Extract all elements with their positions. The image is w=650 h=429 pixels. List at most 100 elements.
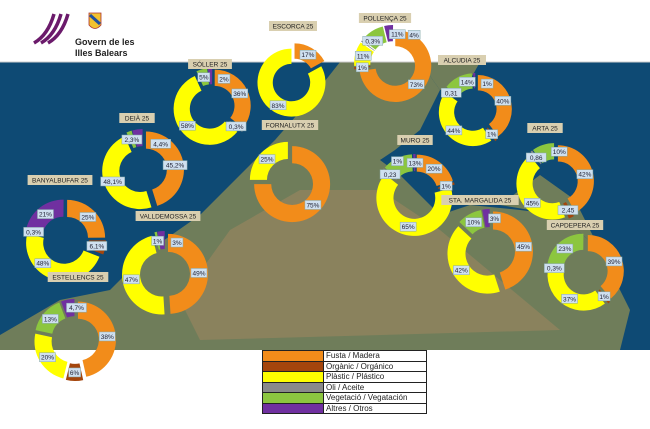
slice-label-box: [439, 181, 453, 191]
slice-label: 17%: [301, 52, 314, 59]
legend-label: Fusta / Madera: [326, 351, 380, 360]
slice-label-box: [561, 294, 578, 304]
donut-slice-fusta: [492, 211, 533, 290]
slice-label-box: [37, 209, 54, 219]
slice-label-box: [407, 30, 421, 40]
coat-of-arms-icon: [88, 12, 102, 29]
slice-label-box: [525, 152, 547, 163]
chart-title: ESCORCA 25: [273, 24, 314, 31]
chart-title: MURO 25: [401, 138, 430, 145]
legend-swatch: [263, 351, 324, 361]
slice-label: 1%: [599, 294, 609, 301]
slice-label-box: [605, 256, 623, 267]
slice-label-box: [269, 100, 287, 111]
slice-label-box: [354, 51, 372, 61]
chart-title: DEIÀ 25: [125, 114, 150, 123]
slice-label: 37%: [563, 296, 576, 303]
slice-label-box: [42, 314, 59, 324]
slice-label: 0,3%: [229, 124, 244, 131]
chart-title: POLLENÇA 25: [363, 16, 407, 23]
slice-label: 49%: [192, 270, 205, 277]
slice-label-box: [121, 134, 143, 145]
slice-label: 6,1%: [89, 243, 104, 250]
slice-label-box: [170, 237, 184, 248]
slice-label-box: [485, 129, 498, 139]
donut-slice-fusta: [587, 234, 624, 299]
slice-label-box: [480, 78, 494, 89]
chart-title-box: [135, 211, 201, 221]
slice-label-box: [459, 77, 476, 87]
org-name-line2: Illes Balears: [75, 48, 128, 58]
slice-label-box: [68, 367, 81, 378]
donut-slice-plastic: [447, 226, 500, 294]
legend-item-altres: Altres / Otros: [263, 403, 426, 413]
chart-title-box: [397, 135, 433, 145]
slice-label-box: [99, 331, 116, 342]
chart-title-box: [269, 21, 317, 31]
slice-label-box: [151, 236, 164, 246]
land-alcudia-peninsula: [420, 62, 480, 90]
slice-label: 36%: [233, 91, 246, 98]
slice-label-box: [66, 302, 87, 313]
slice-label: 10%: [553, 149, 566, 156]
legend-swatch: [263, 361, 324, 371]
slice-label-box: [299, 49, 317, 60]
donut-slice-fusta: [214, 69, 251, 128]
slice-label-box: [123, 274, 140, 285]
donut-slice-fusta: [477, 75, 512, 137]
slice-label: 13%: [44, 316, 57, 323]
slice-label-box: [389, 29, 406, 39]
slice-label-box: [445, 125, 463, 136]
slice-label-box: [515, 241, 532, 252]
slice-label-box: [362, 36, 383, 46]
slice-label-box: [597, 291, 611, 302]
slice-label: 0,86: [530, 155, 543, 162]
chart-title-box: [358, 13, 412, 23]
slice-label-box: [425, 163, 443, 174]
slice-label: 75%: [306, 202, 319, 209]
legend-swatch: [263, 382, 324, 392]
slice-label: 23%: [558, 246, 571, 253]
slice-label: 25%: [81, 214, 94, 221]
slice-label: 42%: [578, 172, 591, 179]
slice-label: 0,31: [445, 90, 458, 97]
legend-swatch: [263, 393, 324, 403]
slice-label-box: [197, 72, 211, 82]
slice-label: 3%: [172, 240, 182, 247]
slice-label: 45%: [517, 244, 530, 251]
slice-label: 20%: [428, 166, 441, 173]
slice-label-box: [544, 263, 565, 273]
slice-label: 1%: [487, 132, 497, 139]
slice-label: 1%: [393, 159, 403, 166]
donut-slice-fusta: [77, 301, 116, 377]
slice-label-box: [162, 160, 188, 170]
chart-title-box: [27, 175, 93, 185]
slice-label-box: [258, 154, 276, 164]
slice-label: 42%: [455, 268, 468, 275]
slice-label: 65%: [402, 224, 415, 231]
slice-label: 45,2%: [166, 163, 185, 170]
chart-title-box: [47, 272, 109, 282]
chart-title-box: [188, 59, 232, 69]
legend-label: Orgànic / Orgánico: [326, 361, 394, 371]
chart-title-box: [261, 120, 319, 130]
chart-title: ALCUDIA 25: [444, 58, 481, 65]
donut-slice-fusta: [167, 233, 208, 314]
slice-label-box: [179, 120, 196, 131]
slice-label: 4,4%: [153, 141, 168, 148]
slice-label-box: [557, 205, 579, 215]
legend-item-oli: Oli / Aceite: [263, 382, 426, 393]
slice-label-box: [465, 217, 482, 227]
slice-label: 48%: [36, 261, 49, 268]
slice-label-box: [190, 268, 208, 278]
legend-item-fusta: Fusta / Madera: [263, 351, 426, 362]
slice-label-box: [34, 258, 52, 268]
slice-label-box: [391, 156, 404, 166]
donut-slice-plastic: [102, 136, 152, 210]
slice-label: 2,45: [562, 208, 575, 215]
slice-label-box: [576, 169, 594, 179]
slice-label: 0,3%: [547, 266, 562, 273]
chart-title: STA. MARGALIDA 25: [449, 198, 512, 205]
